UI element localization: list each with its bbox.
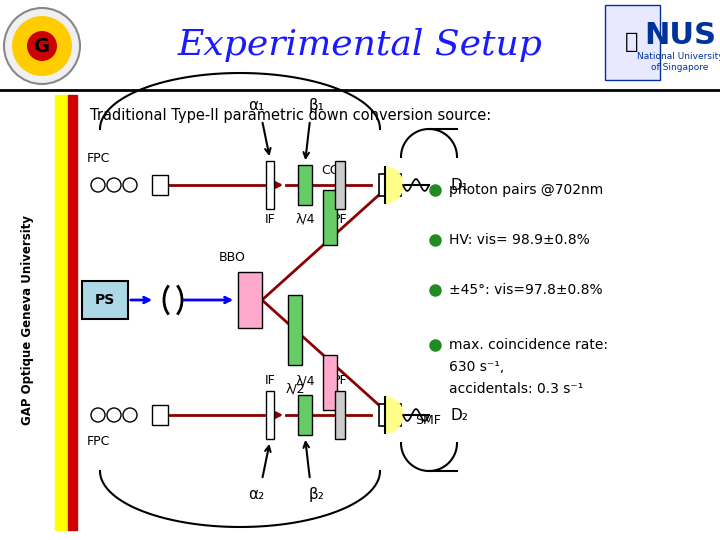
Circle shape (91, 178, 105, 192)
Text: GAP Optique Geneva University: GAP Optique Geneva University (22, 215, 35, 425)
Bar (379, 404, 401, 426)
Text: β₁: β₁ (309, 98, 325, 113)
Circle shape (107, 408, 121, 422)
Bar (323, 355, 337, 410)
Bar (298, 395, 312, 435)
Text: max. coincidence rate:: max. coincidence rate: (449, 338, 608, 352)
Bar (266, 391, 274, 439)
Circle shape (123, 178, 137, 192)
Text: SMF: SMF (415, 414, 441, 427)
Text: FPC: FPC (86, 435, 109, 448)
Text: λ/4: λ/4 (295, 374, 315, 387)
Text: ±45°: vis=97.8±0.8%: ±45°: vis=97.8±0.8% (449, 283, 603, 297)
Text: G: G (34, 37, 50, 56)
Bar (323, 190, 337, 245)
Text: Traditional Type-II parametric down conversion source:: Traditional Type-II parametric down conv… (90, 108, 491, 123)
Text: α₁: α₁ (248, 98, 264, 113)
Circle shape (91, 408, 105, 422)
Bar (298, 165, 312, 205)
Text: 🦁: 🦁 (625, 32, 639, 52)
Bar (152, 405, 168, 425)
Text: NUS: NUS (644, 21, 716, 50)
Bar (335, 391, 345, 439)
Text: photon pairs @702nm: photon pairs @702nm (449, 183, 603, 197)
Bar (605, 5, 660, 80)
Text: 630 s⁻¹,: 630 s⁻¹, (449, 360, 504, 374)
Bar (55, 95, 68, 530)
Text: National University
of Singapore: National University of Singapore (636, 52, 720, 72)
Bar (68, 95, 77, 530)
Wedge shape (385, 167, 403, 203)
Text: accidentals: 0.3 s⁻¹: accidentals: 0.3 s⁻¹ (449, 382, 583, 396)
Text: λ/2: λ/2 (285, 382, 305, 395)
Text: HV: vis= 98.9±0.8%: HV: vis= 98.9±0.8% (449, 233, 590, 247)
Bar (288, 295, 302, 365)
Text: D₂: D₂ (450, 408, 468, 422)
Text: IF: IF (265, 374, 275, 387)
Text: Experimental Setup: Experimental Setup (178, 28, 542, 62)
Text: λ/4: λ/4 (295, 213, 315, 226)
Bar (600, 5, 715, 85)
Circle shape (12, 16, 72, 76)
Circle shape (4, 8, 80, 84)
Text: α₂: α₂ (248, 487, 264, 502)
FancyBboxPatch shape (82, 281, 128, 319)
Circle shape (123, 408, 137, 422)
Bar (335, 161, 345, 209)
Text: PF: PF (333, 374, 347, 387)
Text: IF: IF (265, 213, 275, 226)
Text: BBO: BBO (219, 251, 246, 264)
Circle shape (107, 178, 121, 192)
Wedge shape (385, 397, 403, 433)
Text: PS: PS (95, 293, 115, 307)
Bar (152, 175, 168, 195)
Circle shape (27, 31, 57, 61)
Text: FPC: FPC (86, 152, 109, 165)
Bar (379, 174, 401, 196)
Text: PF: PF (333, 213, 347, 226)
Text: D₁: D₁ (450, 178, 468, 192)
Bar (238, 272, 262, 328)
Text: CC: CC (321, 164, 338, 177)
Bar (266, 161, 274, 209)
Text: β₂: β₂ (309, 487, 325, 502)
